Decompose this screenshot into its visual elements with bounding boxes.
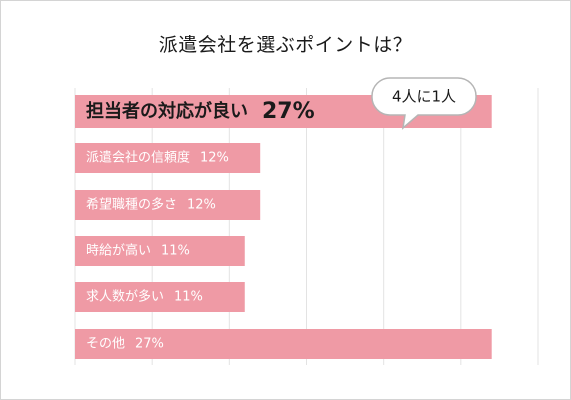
bar — [75, 190, 261, 220]
bar-category-label: 派遣会社の信頼度 — [86, 150, 190, 166]
bar — [75, 282, 245, 312]
bar-category-label: 担当者の対応が良い — [86, 100, 248, 122]
bar-value-label: 11% — [174, 290, 203, 305]
bar-value-label: 27% — [262, 99, 315, 124]
callout-bubble — [371, 77, 477, 130]
grid-lines — [74, 88, 539, 365]
callout-text: 4人に1人 — [392, 88, 456, 106]
bar-category-label: 希望職種の多さ — [86, 197, 177, 213]
bar-value-label: 12% — [200, 151, 229, 166]
bar-category-label: 求人数が多い — [86, 289, 164, 305]
callout: 4人に1人 — [371, 77, 477, 130]
bar-value-label: 27% — [135, 337, 164, 352]
bar — [75, 236, 245, 266]
bar-value-label: 12% — [187, 198, 216, 213]
bar — [75, 329, 492, 359]
bar-value-label: 11% — [161, 244, 190, 259]
bar-category-label: 時給が高い — [86, 243, 151, 259]
bar — [75, 143, 261, 173]
bar-labels: 担当者の対応が良い 27% 派遣会社の信頼度 12% 希望職種の多さ 12% 時給が高い 11… — [86, 99, 315, 352]
bar-category-label: その他 — [86, 337, 125, 352]
chart-title: 派遣会社を選ぶポイントは？ — [158, 34, 413, 56]
bars — [75, 95, 492, 359]
